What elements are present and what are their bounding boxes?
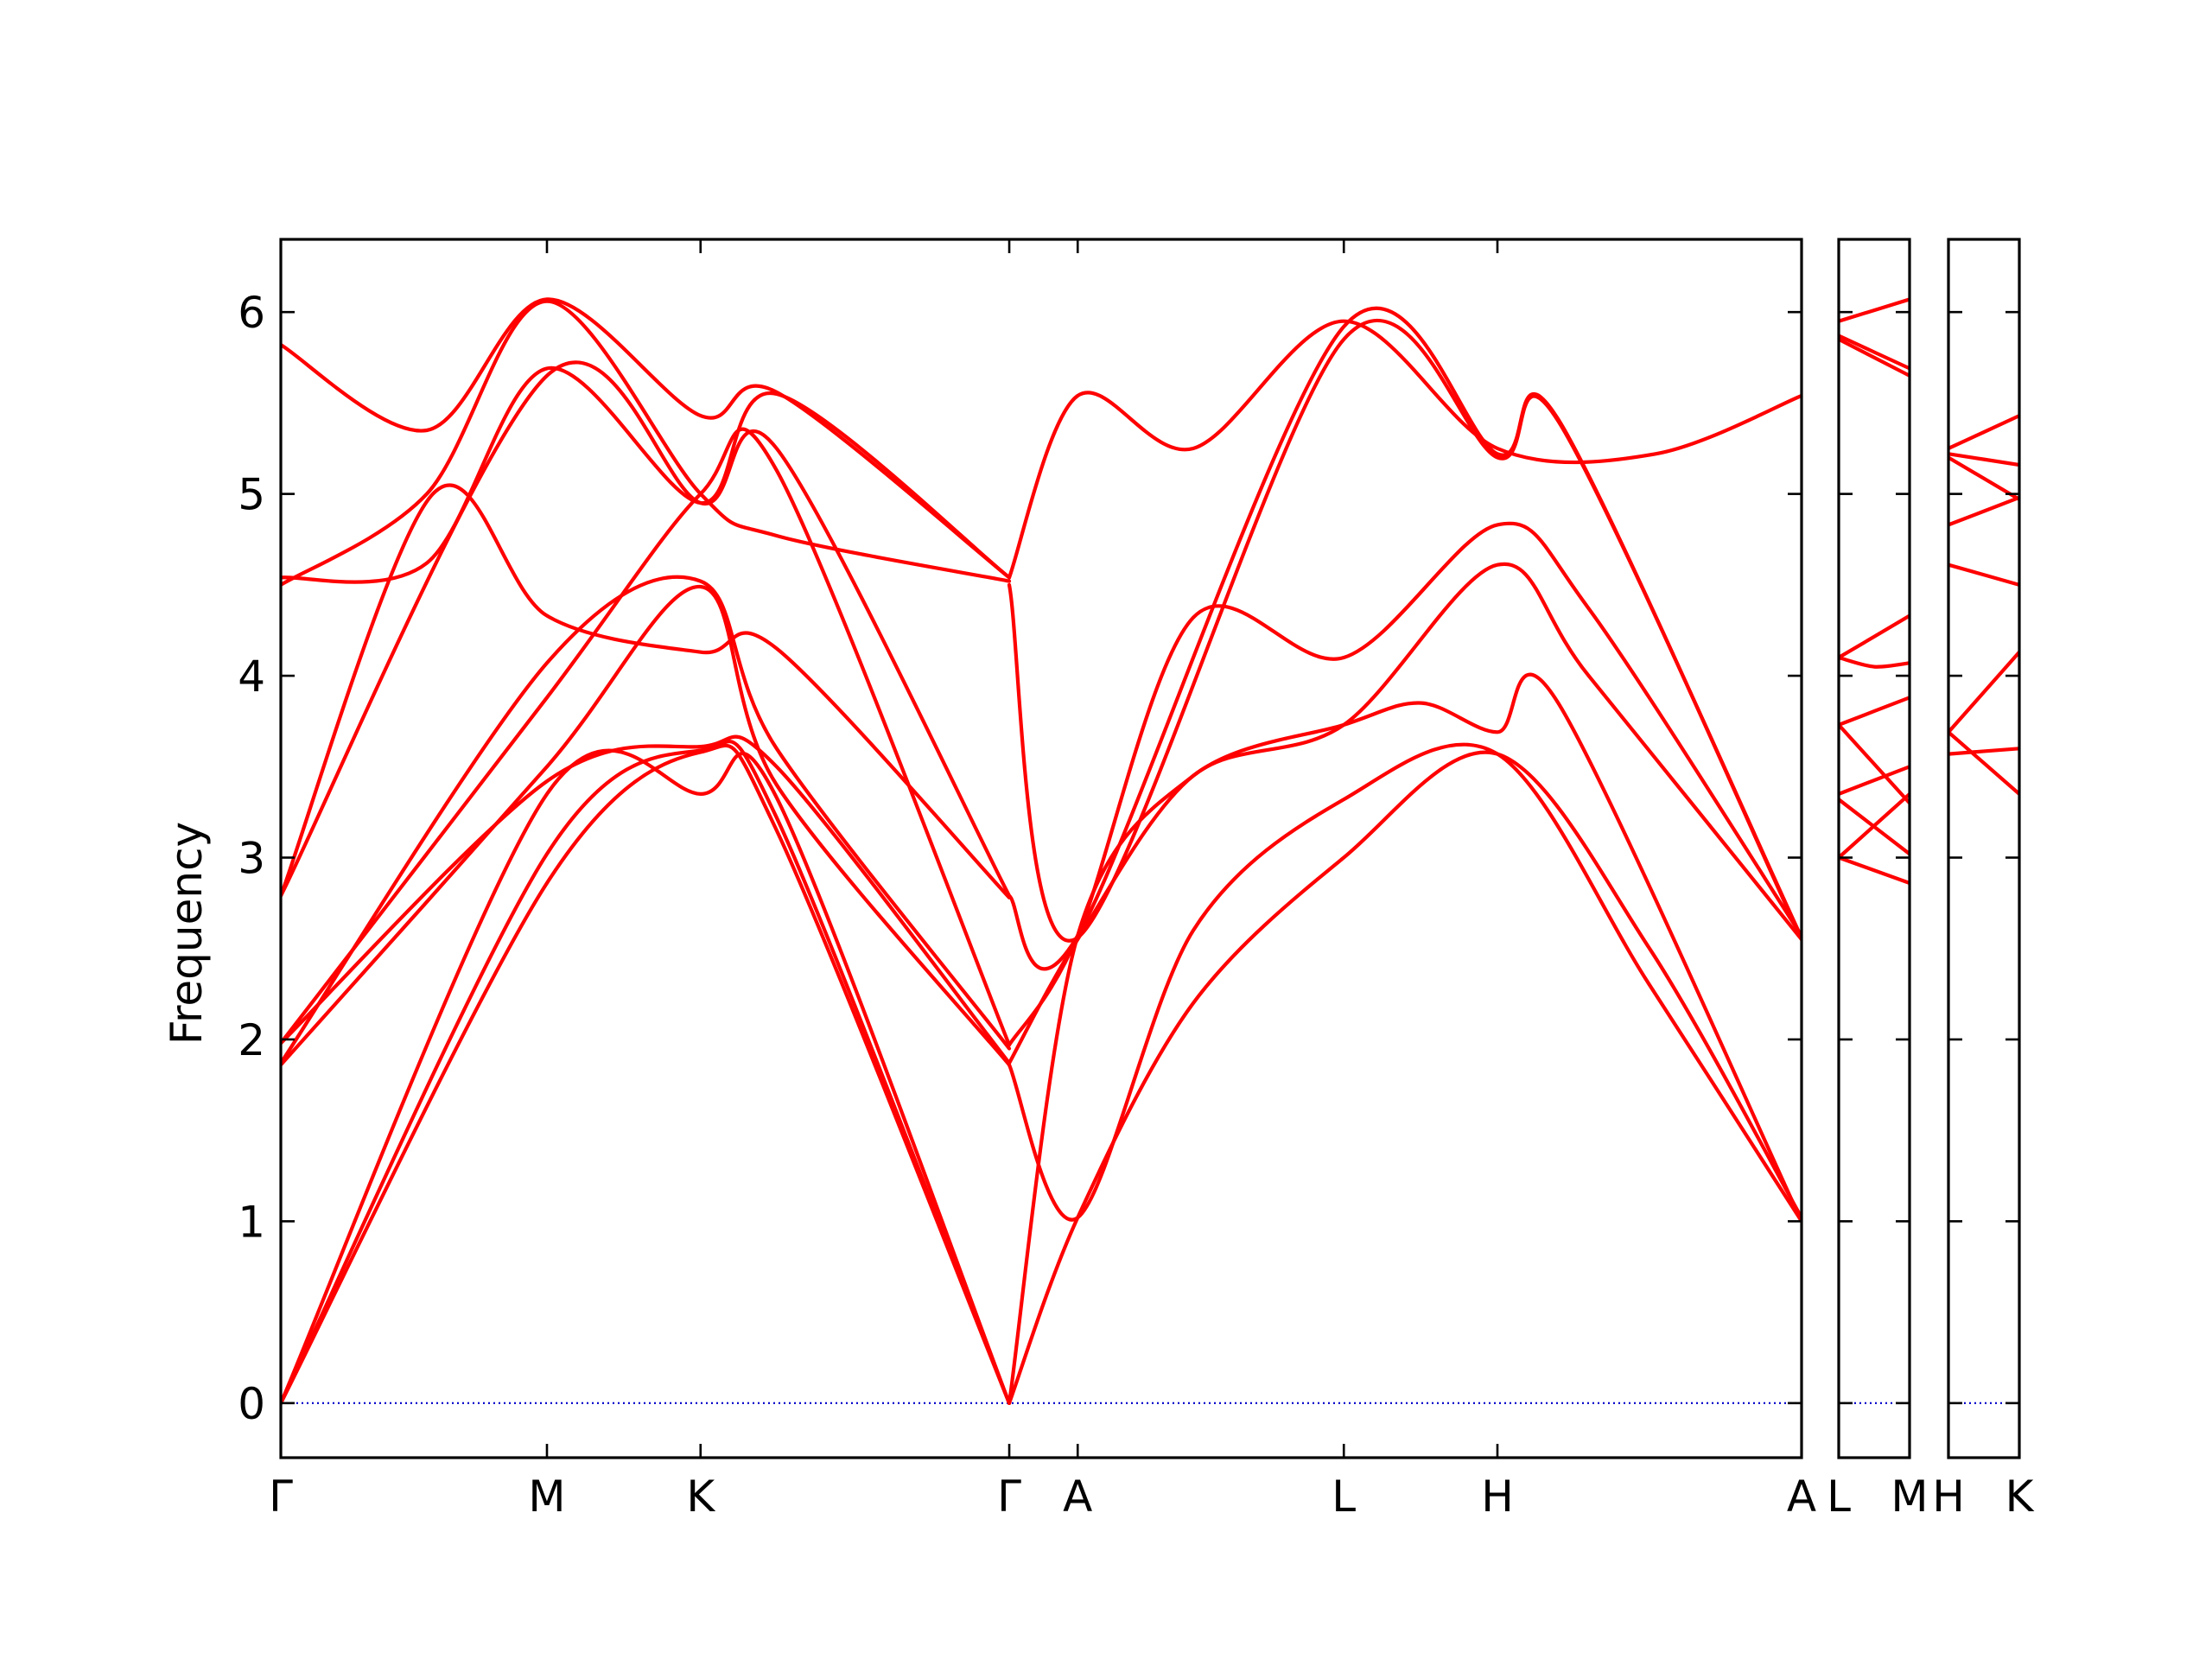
y-tick-label: 3 [238,834,265,884]
y-tick-label: 1 [238,1197,265,1247]
band-line-4 [1839,613,1910,660]
panel-frame [1837,238,1911,1459]
band-group [281,297,1802,1405]
band-line-8 [1948,747,2019,756]
band-line-3 [1839,337,1910,378]
band-line-8 [1839,765,1910,796]
x-tick-label: K [686,1471,715,1522]
x-tick-label: H [1932,1471,1965,1522]
x-tick-label: L [1827,1471,1851,1522]
x-tick-label: K [2005,1471,2035,1522]
band-group [1839,297,1910,886]
band-line-11 [281,739,1012,1405]
y-tick-label: 4 [238,652,265,702]
x-tick-label: M [1891,1471,1928,1522]
band-line-2 [1839,334,1910,371]
y-tick-label: 2 [238,1015,265,1065]
band-line-6 [1948,650,2019,734]
x-tick-label: A [1063,1471,1092,1522]
band-line-20 [1007,750,1802,1405]
band-line-13 [1007,319,1802,580]
band-line-7 [1948,730,2019,796]
band-line-2 [281,299,1012,587]
band-line-3 [281,366,1012,584]
band-line-14 [1007,319,1802,943]
x-tick-label: L [1332,1471,1356,1522]
band-line-8 [281,584,1012,1067]
band-line-15 [1007,306,1802,971]
band-line-16 [1007,521,1802,1047]
band-line-12 [281,743,1012,1405]
band-line-6 [1839,696,1910,727]
x-tick-label: Γ [997,1471,1021,1522]
x-tick-label: A [1787,1471,1816,1522]
band-line-1 [1948,414,2019,451]
y-tick-label: 5 [238,470,265,520]
band-line-10 [281,748,1012,1405]
band-line-4 [1948,495,2019,527]
band-line-5 [281,483,1012,899]
band-line-5 [1948,563,2019,587]
band-line-18 [1007,672,1802,1405]
x-tick-label: H [1481,1471,1514,1522]
x-tick-label: Γ [269,1471,293,1522]
band-line-17 [1007,562,1802,1065]
band-line-4 [281,360,1012,898]
panel-frame [1947,238,2021,1459]
panel-frame [279,238,1803,1459]
band-line-6 [281,427,1012,1047]
band-line-11 [1839,855,1910,886]
band-line-5 [1839,655,1910,669]
y-tick-label: 6 [238,288,265,338]
band-group [1948,414,2019,796]
band-line-1 [1839,297,1910,323]
band-line-10 [1839,791,1910,860]
band-line-19 [1007,742,1802,1224]
band-line-2 [1948,452,2019,467]
y-axis-label: Frequency [162,822,212,1045]
band-line-7 [281,575,1012,1065]
x-tick-label: M [528,1471,565,1522]
band-line-9 [281,734,1012,1065]
band-line-1 [281,297,1012,580]
band-line-3 [1948,455,2019,501]
y-tick-label: 0 [238,1379,265,1429]
